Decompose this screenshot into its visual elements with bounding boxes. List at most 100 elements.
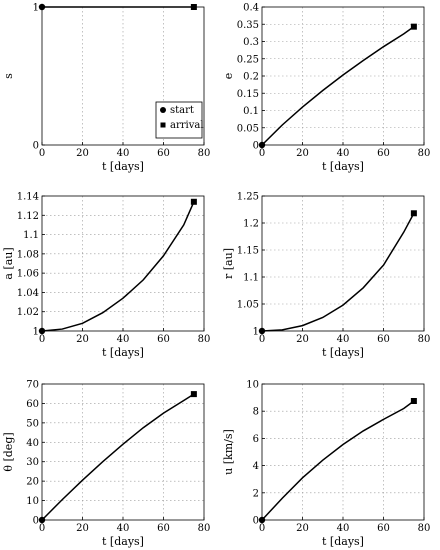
series-line-0 <box>41 201 195 332</box>
y-tick-label: 2 <box>253 488 259 499</box>
x-tick-label: 0 <box>39 148 45 159</box>
y-tick-label: 1.1 <box>23 230 39 241</box>
y-tick-label: 50 <box>26 418 39 429</box>
x-tick-label: 0 <box>259 334 265 345</box>
y-tick-label: 30 <box>26 457 39 468</box>
chart-panel-3: 0 20 40 60 80 1 1.05 1.1 1.15 1.2 1.25 t [days] r [a… <box>222 192 430 360</box>
series-line-0 <box>261 400 415 521</box>
x-tick-label: 20 <box>76 334 89 345</box>
start-marker <box>258 141 266 149</box>
y-tick-label: 60 <box>26 399 39 410</box>
legend: start arrival <box>155 101 204 139</box>
y-tick-label: 0.4 <box>243 3 259 14</box>
arrival-marker <box>190 391 197 398</box>
y-tick-label: 1 <box>253 327 259 338</box>
y-tick-label: 70 <box>26 380 39 391</box>
y-tick-label: 0.05 <box>237 123 259 134</box>
x-tick-label: 20 <box>296 148 309 159</box>
y-tick-label: 1 <box>33 327 39 338</box>
chart-panel-4: 0 20 40 60 80 0 10 20 30 40 50 60 70 t [days] θ [deg] <box>2 380 210 549</box>
x-axis-label: t [days] <box>102 160 144 173</box>
arrival-marker <box>190 198 197 205</box>
y-tick-label: 1.2 <box>243 219 259 230</box>
legend-label: arrival <box>170 120 204 131</box>
y-tick-label: 1.04 <box>17 288 39 299</box>
x-tick-label: 60 <box>377 523 390 534</box>
x-tick-label: 20 <box>296 334 309 345</box>
arrival-marker <box>410 23 417 30</box>
y-tick-label: 1.05 <box>237 300 259 311</box>
x-tick-label: 60 <box>377 148 390 159</box>
x-tick-label: 60 <box>157 148 170 159</box>
x-tick-label: 80 <box>198 334 211 345</box>
y-tick-label: 0.25 <box>237 54 259 65</box>
x-tick-label: 40 <box>337 148 350 159</box>
x-tick-label: 20 <box>296 523 309 534</box>
start-marker <box>258 516 266 524</box>
y-axis-label: r [au] <box>222 248 235 279</box>
chart-panel-2: 0 20 40 60 80 1 1.02 1.04 1.06 1.08 1.1 1.12 1.14 t [… <box>2 192 210 360</box>
x-tick-label: 40 <box>117 334 130 345</box>
y-axis-label: e <box>222 73 235 80</box>
x-tick-label: 40 <box>117 148 130 159</box>
y-tick-label: 0.1 <box>243 106 259 117</box>
x-axis-label: t [days] <box>102 346 144 359</box>
y-tick-label: 0 <box>33 516 39 527</box>
y-tick-label: 1.12 <box>17 211 39 222</box>
chart-panel-5: 0 20 40 60 80 0 2 4 6 8 10 t [days] u [km/s] <box>222 380 430 549</box>
start-marker <box>38 327 46 335</box>
x-axis-label: t [days] <box>322 535 364 548</box>
x-tick-label: 0 <box>39 523 45 534</box>
y-tick-label: 1.02 <box>17 307 39 318</box>
chart-panel-1: 0 20 40 60 80 0 0.05 0.1 0.15 0.2 0.25 0.3 0.35 0.4 t … <box>222 3 430 174</box>
start-marker <box>38 3 46 11</box>
x-tick-label: 40 <box>337 523 350 534</box>
y-axis-label: a [au] <box>2 247 15 279</box>
legend-label: start <box>170 105 194 116</box>
y-axis-label: θ [deg] <box>2 432 15 471</box>
legend-marker-start <box>160 107 166 113</box>
x-axis-label: t [days] <box>322 160 364 173</box>
y-tick-label: 0.2 <box>243 72 259 83</box>
y-tick-label: 0 <box>253 516 259 527</box>
y-tick-label: 10 <box>246 380 259 391</box>
y-tick-label: 0.35 <box>237 20 259 31</box>
y-tick-label: 0.15 <box>237 89 259 100</box>
x-tick-label: 80 <box>418 334 431 345</box>
series-line-0 <box>261 26 415 146</box>
y-tick-label: 10 <box>26 496 39 507</box>
x-tick-label: 0 <box>39 334 45 345</box>
x-tick-label: 60 <box>157 523 170 534</box>
arrival-marker <box>410 210 417 217</box>
x-tick-label: 80 <box>198 523 211 534</box>
y-tick-label: 6 <box>253 434 259 445</box>
y-tick-label: 4 <box>253 461 259 472</box>
y-axis-label: u [km/s] <box>222 429 235 475</box>
x-axis-label: t [days] <box>322 346 364 359</box>
y-tick-label: 1.25 <box>237 192 259 203</box>
series-line-0 <box>261 212 415 332</box>
series-line-0 <box>41 393 195 521</box>
x-tick-label: 40 <box>117 523 130 534</box>
y-tick-label: 20 <box>26 477 39 488</box>
y-tick-label: 1.08 <box>17 249 39 260</box>
y-tick-label: 1.14 <box>17 192 39 203</box>
x-axis-label: t [days] <box>102 535 144 548</box>
y-tick-label: 0 <box>253 141 259 152</box>
start-marker <box>258 327 266 335</box>
x-tick-label: 60 <box>157 334 170 345</box>
chart-panel-0: 0 20 40 60 80 0 1 t [days] s start arrival <box>2 3 210 174</box>
y-tick-label: 40 <box>26 438 39 449</box>
x-tick-label: 80 <box>418 523 431 534</box>
y-tick-label: 1.15 <box>237 246 259 257</box>
y-tick-label: 1.06 <box>17 269 39 280</box>
arrival-marker <box>190 4 197 10</box>
arrival-marker <box>410 398 417 404</box>
x-tick-label: 40 <box>337 334 350 345</box>
legend-marker-arrival <box>160 122 166 128</box>
x-tick-label: 20 <box>76 523 89 534</box>
start-marker <box>38 516 46 524</box>
x-tick-label: 0 <box>259 523 265 534</box>
x-tick-label: 20 <box>76 148 89 159</box>
